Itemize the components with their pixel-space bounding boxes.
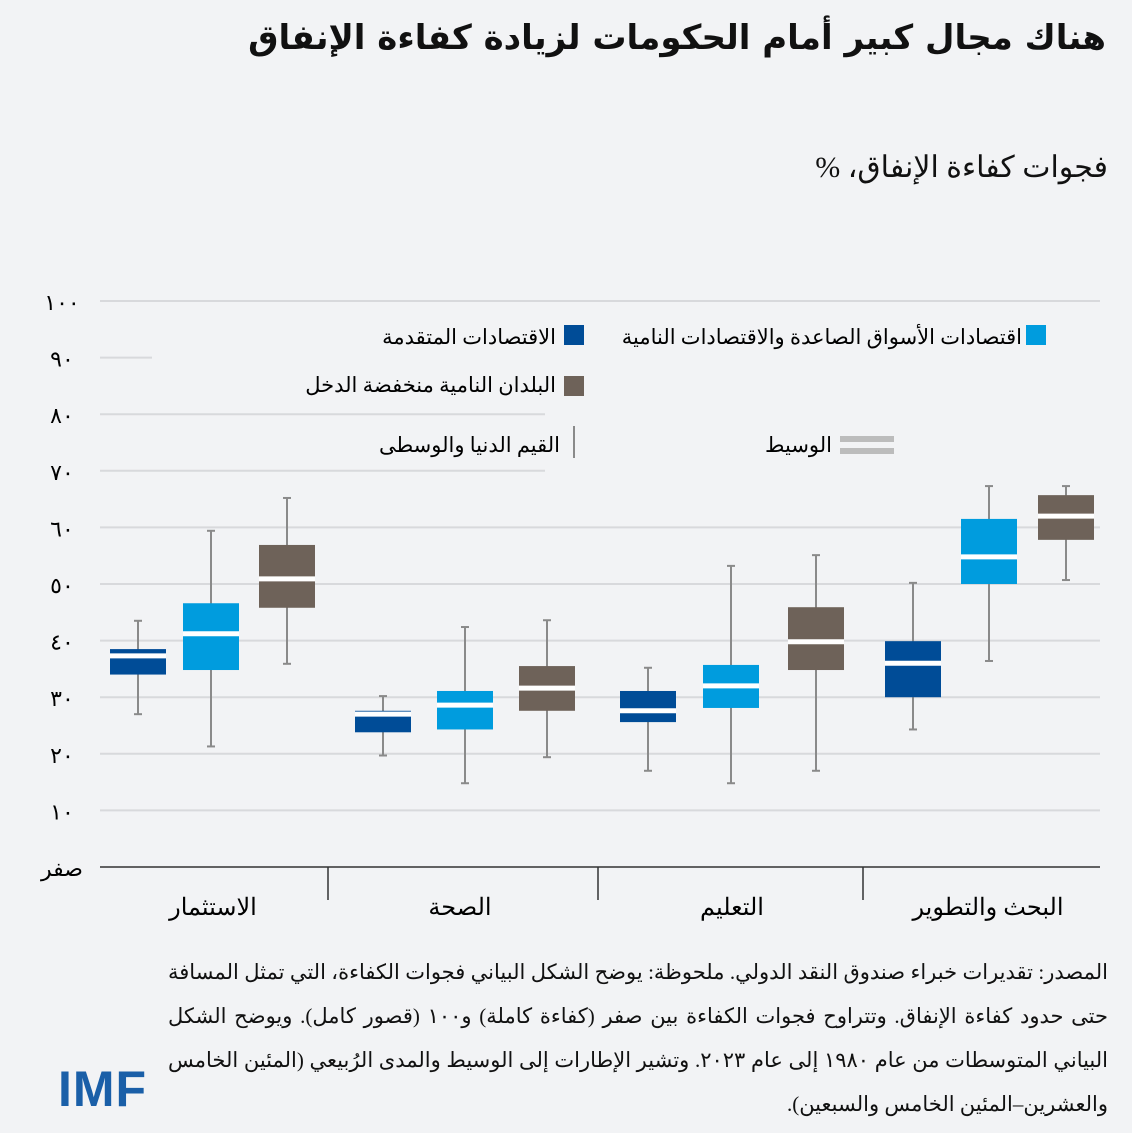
legend-label-advanced: الاقتصادات المتقدمة (382, 325, 556, 349)
legend-label-lidc: البلدان النامية منخفضة الدخل (305, 373, 556, 397)
legend-label-whisker: القيم الدنيا والوسطى (379, 433, 560, 458)
y-tick-label: ٤٠ (50, 630, 74, 655)
legend-median-icon (840, 436, 894, 442)
box-iqr (885, 641, 941, 698)
box-iqr (110, 649, 166, 675)
y-tick-label: ١٠ (50, 799, 74, 824)
imf-logo: IMF (58, 1061, 148, 1117)
x-tick-label: الاستثمار (168, 895, 257, 921)
box-iqr (259, 544, 315, 608)
y-tick-label: صفر (40, 856, 83, 882)
box-iqr (961, 518, 1017, 584)
legend-label-median: الوسيط (765, 433, 832, 458)
box-iqr (620, 690, 676, 723)
box-iqr (437, 690, 493, 730)
legend-swatch-advanced (564, 325, 584, 345)
box-iqr (183, 603, 239, 671)
box-plot-chart: صفر ١٠ ٢٠ ٣٠ ٤٠ ٥٠ ٦٠ ٧٠ ٨٠ ٩٠ ١٠٠ الاستثمار الصحة ال… (40, 290, 1100, 921)
y-tick-label: ٧٠ (50, 460, 74, 485)
x-tick-label: البحث والتطوير (911, 895, 1063, 921)
y-tick-label: ٨٠ (50, 403, 74, 428)
legend-median-icon (840, 448, 894, 454)
x-tick-label: التعليم (700, 895, 764, 921)
legend-swatch-emerging (1026, 325, 1046, 345)
legend-swatch-lidc (564, 376, 584, 396)
y-tick-label: ٩٠ (50, 347, 74, 372)
y-tick-label: ٢٠ (50, 743, 74, 768)
y-tick-label: ٦٠ (50, 516, 74, 541)
y-tick-label: ١٠٠ (44, 290, 79, 315)
box-iqr (788, 607, 844, 671)
x-tick-label: الصحة (428, 895, 491, 921)
chart-subtitle: فجوات كفاءة الإنفاق، % (815, 151, 1108, 184)
source-note: المصدر: تقديرات خبراء صندوق النقد الدولي… (168, 960, 1108, 1116)
legend-label-emerging: اقتصادات الأسواق الصاعدة والاقتصادات الن… (622, 323, 1022, 350)
y-tick-label: ٥٠ (50, 573, 74, 598)
chart-title: هناك مجال كبير أمام الحكومات لزيادة كفاء… (248, 18, 1106, 58)
y-tick-label: ٣٠ (50, 686, 74, 711)
